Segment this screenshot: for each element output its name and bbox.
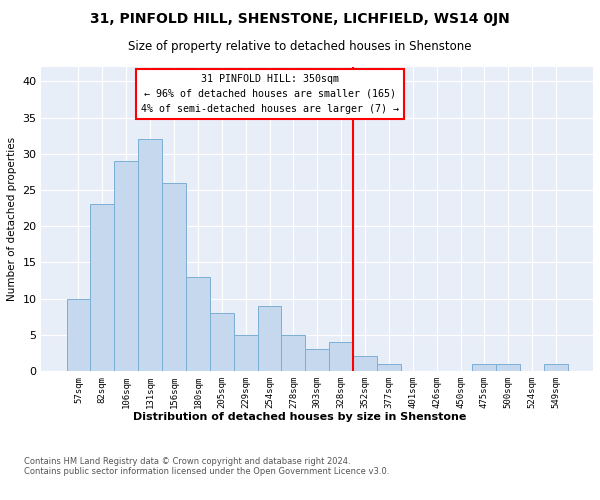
Text: 31 PINFOLD HILL: 350sqm
← 96% of detached houses are smaller (165)
4% of semi-de: 31 PINFOLD HILL: 350sqm ← 96% of detache… — [140, 74, 398, 114]
Text: Contains public sector information licensed under the Open Government Licence v3: Contains public sector information licen… — [24, 467, 389, 476]
Text: Size of property relative to detached houses in Shenstone: Size of property relative to detached ho… — [128, 40, 472, 53]
Bar — [67, 298, 91, 371]
Text: Distribution of detached houses by size in Shenstone: Distribution of detached houses by size … — [133, 412, 467, 422]
Bar — [305, 349, 329, 371]
Bar — [329, 342, 353, 371]
Bar — [544, 364, 568, 371]
Bar — [210, 313, 233, 371]
Bar — [162, 183, 186, 371]
Y-axis label: Number of detached properties: Number of detached properties — [7, 137, 17, 301]
Bar — [91, 204, 115, 371]
Bar — [186, 277, 210, 371]
Bar — [496, 364, 520, 371]
Bar — [377, 364, 401, 371]
Text: 31, PINFOLD HILL, SHENSTONE, LICHFIELD, WS14 0JN: 31, PINFOLD HILL, SHENSTONE, LICHFIELD, … — [90, 12, 510, 26]
Bar — [115, 161, 138, 371]
Bar — [353, 356, 377, 371]
Text: Contains HM Land Registry data © Crown copyright and database right 2024.: Contains HM Land Registry data © Crown c… — [24, 457, 350, 466]
Bar — [138, 140, 162, 371]
Bar — [281, 335, 305, 371]
Bar — [472, 364, 496, 371]
Bar — [257, 306, 281, 371]
Bar — [233, 335, 257, 371]
